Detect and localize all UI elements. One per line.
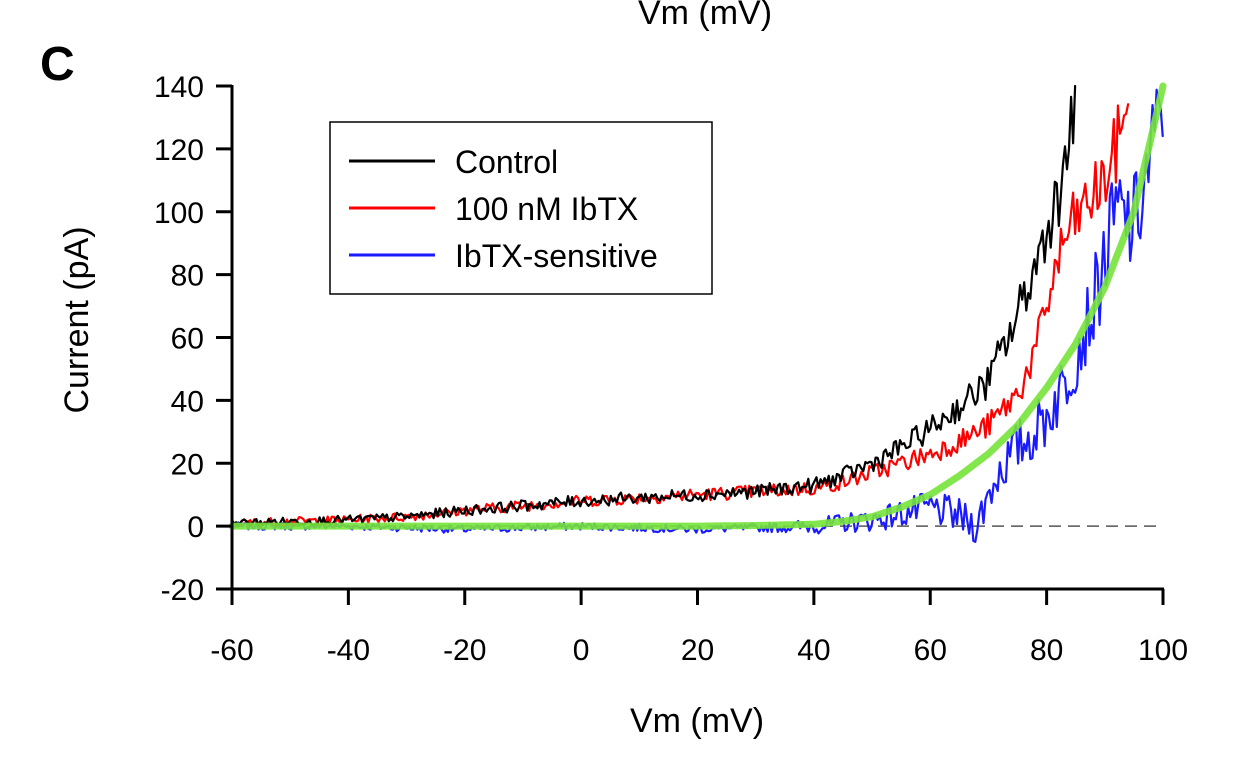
y-tick-label: 140 bbox=[154, 71, 204, 104]
y-tick-label: 60 bbox=[171, 323, 204, 356]
x-tick-label: 40 bbox=[797, 634, 830, 667]
x-tick-label: 0 bbox=[573, 634, 590, 667]
legend-label-ibtx-sensitive: IbTX-sensitive bbox=[455, 238, 658, 274]
x-tick-label: -40 bbox=[327, 634, 370, 667]
x-tick-label: 20 bbox=[681, 634, 714, 667]
y-tick-label: 120 bbox=[154, 134, 204, 167]
panel-letter: C bbox=[40, 38, 75, 91]
y-tick-label: 20 bbox=[171, 448, 204, 481]
x-tick-label: 80 bbox=[1030, 634, 1063, 667]
axes: -20 0 20 40 60 80 100 120 140 -60 -40 -20 0 20 40 60 80 1… bbox=[154, 71, 1188, 667]
series-fit-curve bbox=[228, 82, 1167, 530]
legend-label-control: Control bbox=[455, 144, 558, 180]
x-tick-label: 100 bbox=[1138, 634, 1188, 667]
legend: Control 100 nM IbTX IbTX-sensitive bbox=[329, 121, 713, 295]
y-tick-label: 80 bbox=[171, 260, 204, 293]
series-line-control bbox=[230, 84, 1077, 528]
y-tick-label: 100 bbox=[154, 197, 204, 230]
y-tick-label: 40 bbox=[171, 385, 204, 418]
y-tick-label: -20 bbox=[161, 574, 204, 607]
x-tick-label: -20 bbox=[443, 634, 486, 667]
x-tick-label: 60 bbox=[914, 634, 947, 667]
plot-area bbox=[228, 82, 1167, 543]
x-axis-label: Vm (mV) bbox=[630, 702, 764, 740]
x-tick-label: -60 bbox=[210, 634, 253, 667]
legend-label-ibtx: 100 nM IbTX bbox=[455, 191, 638, 227]
y-tick-label: 0 bbox=[187, 511, 204, 544]
y-axis-label: Current (pA) bbox=[58, 226, 96, 413]
top-cut-label: Vm (mV) bbox=[638, 0, 772, 32]
